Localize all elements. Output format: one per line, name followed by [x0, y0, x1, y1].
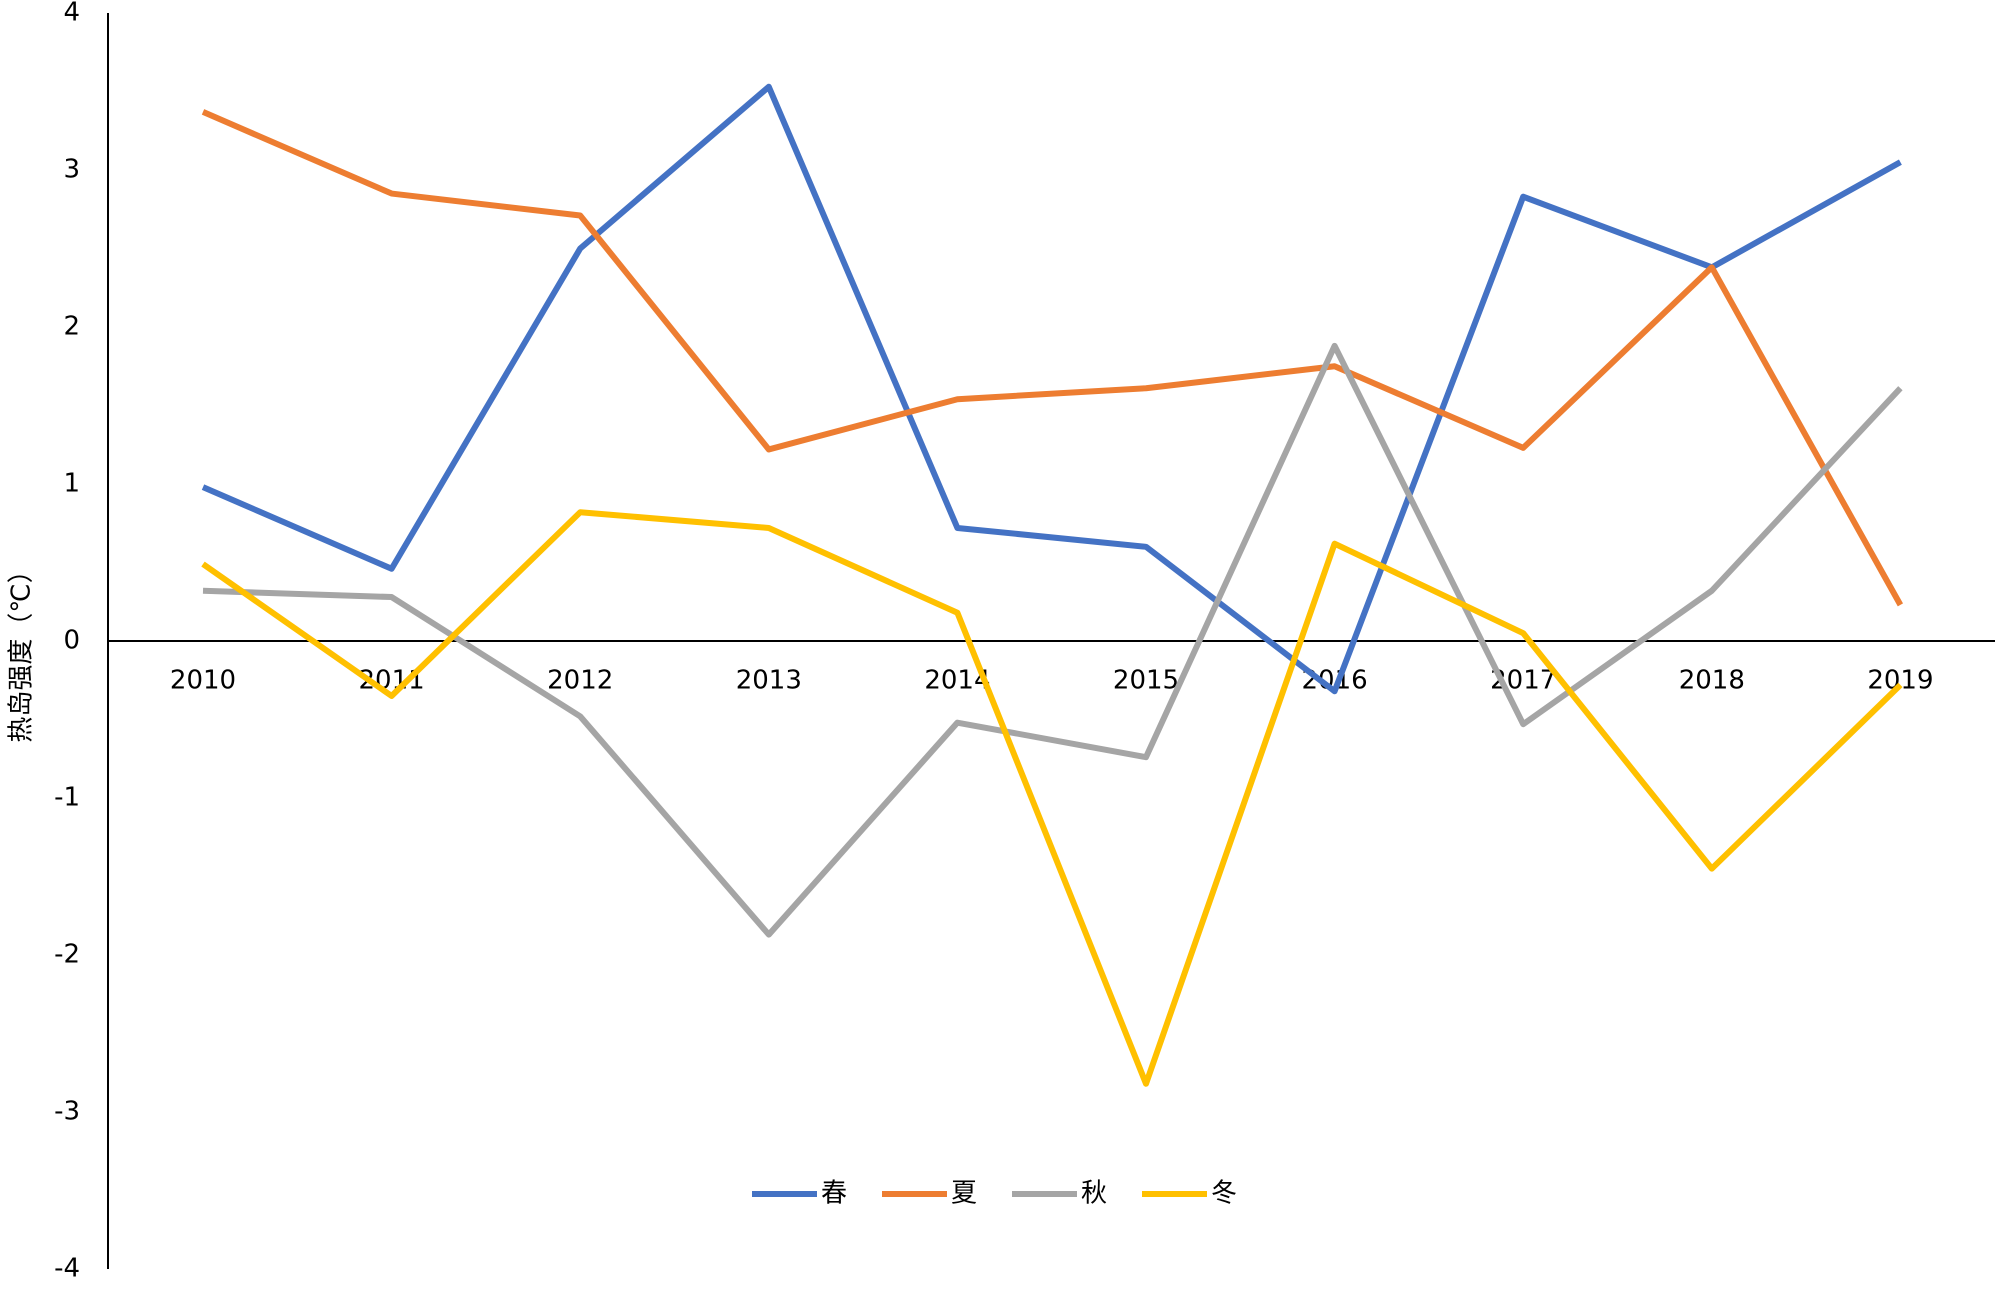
y-tick-label: -4: [54, 1254, 80, 1284]
x-tick-label: 2015: [1113, 666, 1179, 696]
legend-label: 冬: [1211, 1179, 1237, 1209]
x-tick-label: 2018: [1679, 666, 1745, 696]
y-axis-label: 热岛强度（℃）: [7, 557, 37, 742]
y-tick-label: 4: [63, 0, 80, 28]
series-line: [201, 509, 1903, 1087]
legend-label: 夏: [951, 1179, 977, 1209]
series-line: [201, 83, 1902, 695]
x-tick-label: 2013: [736, 666, 802, 696]
y-tick-label: -3: [54, 1097, 80, 1127]
x-tick-label: 2012: [547, 666, 613, 696]
y-tick-label: 3: [63, 155, 80, 185]
x-tick-label: 2019: [1867, 666, 1933, 696]
y-tick-label: 2: [63, 312, 80, 342]
y-tick-label: -1: [54, 783, 80, 813]
legend-label: 秋: [1081, 1179, 1107, 1209]
legend-label: 春: [821, 1179, 847, 1209]
series-line: [202, 342, 1903, 938]
y-tick-label: 1: [63, 469, 80, 499]
y-tick-label: -2: [54, 940, 80, 970]
x-tick-label: 2010: [170, 666, 236, 696]
series-line: [201, 109, 1904, 607]
y-tick-label: 0: [63, 626, 80, 656]
